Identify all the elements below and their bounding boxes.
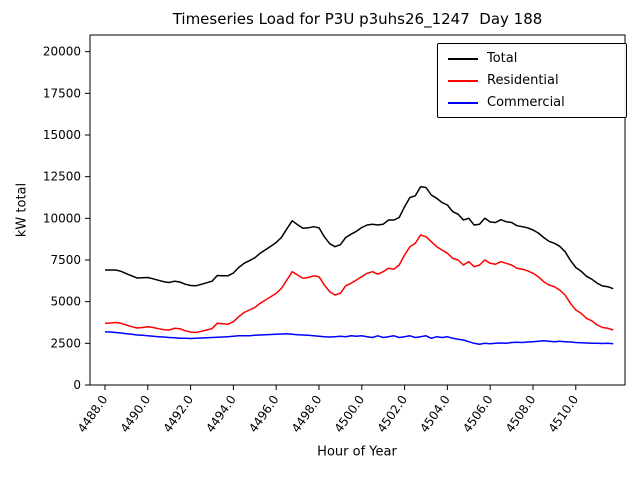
x-tick-label: 4508.0 — [503, 393, 539, 435]
legend-item-total: Total — [448, 51, 616, 66]
x-tick-label: 4488.0 — [75, 393, 111, 435]
legend-item-commercial: Commercial — [448, 95, 616, 110]
y-tick-label: 17500 — [43, 86, 81, 100]
x-tick-label: 4502.0 — [374, 393, 410, 435]
y-tick-label: 12500 — [43, 170, 81, 184]
x-tick-label: 4494.0 — [203, 393, 239, 435]
legend: Total Residential Commercial — [437, 43, 627, 118]
legend-label: Residential — [487, 73, 559, 88]
x-tick-label: 4506.0 — [460, 393, 496, 435]
legend-item-residential: Residential — [448, 73, 616, 88]
legend-swatch-total — [448, 57, 478, 60]
legend-swatch-residential — [448, 79, 478, 82]
x-tick-label: 4492.0 — [160, 393, 196, 435]
y-tick-label: 2500 — [50, 336, 81, 350]
y-tick-label: 20000 — [43, 45, 81, 59]
chart-title: Timeseries Load for P3U p3uhs26_1247 Day… — [172, 10, 543, 28]
y-tick-label: 15000 — [43, 128, 81, 142]
x-tick-label: 4510.0 — [546, 393, 582, 435]
y-tick-label: 0 — [73, 378, 81, 392]
series-line-residential — [104, 234, 614, 334]
legend-label: Commercial — [487, 95, 565, 110]
y-tick-label: 5000 — [50, 295, 81, 309]
x-tick-label: 4496.0 — [246, 393, 282, 435]
y-tick-label: 7500 — [50, 253, 81, 267]
y-axis-label: kW total — [14, 182, 30, 238]
series-line-total — [105, 185, 614, 290]
legend-swatch-commercial — [448, 101, 478, 104]
series-line-commercial — [104, 330, 614, 345]
axes-frame — [89, 34, 626, 386]
x-tick-label: 4490.0 — [118, 393, 154, 435]
x-tick-label: 4498.0 — [289, 393, 325, 435]
x-axis-label: Hour of Year — [317, 444, 397, 460]
x-tick-label: 4504.0 — [417, 393, 453, 435]
y-tick-label: 10000 — [43, 211, 81, 225]
x-tick-label: 4500.0 — [332, 393, 368, 435]
legend-label: Total — [487, 51, 518, 66]
